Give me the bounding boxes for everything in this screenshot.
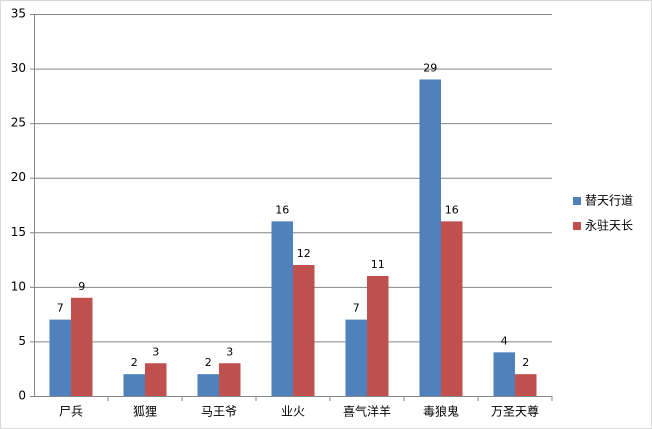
bar	[219, 363, 241, 396]
x-tick-label: 喜气洋羊	[343, 404, 391, 419]
y-tick-label: 0	[18, 389, 26, 403]
x-tick-label: 尸兵	[59, 405, 83, 419]
bar	[293, 265, 315, 396]
data-label: 12	[297, 247, 311, 260]
data-label: 4	[501, 334, 508, 347]
data-label: 16	[445, 203, 459, 216]
y-tick-label: 5	[18, 334, 26, 348]
x-tick-label: 业火	[281, 405, 305, 419]
y-tick-label: 25	[11, 116, 26, 130]
legend-swatch	[573, 197, 581, 205]
bar	[145, 363, 167, 396]
y-tick-label: 30	[11, 61, 26, 75]
bar	[271, 221, 293, 396]
bar	[515, 374, 537, 396]
data-label: 3	[152, 345, 159, 358]
x-tick-label: 毒狼鬼	[423, 404, 459, 419]
data-label: 3	[226, 345, 233, 358]
bar	[123, 374, 145, 396]
y-tick-label: 20	[11, 170, 26, 184]
bar	[71, 297, 93, 396]
legend-label: 替天行道	[585, 194, 633, 208]
bar	[367, 275, 389, 396]
bar	[441, 221, 463, 396]
y-tick-label: 10	[11, 279, 26, 293]
bar	[345, 319, 367, 396]
data-label: 2	[131, 356, 138, 369]
data-label: 2	[522, 356, 529, 369]
y-tick-label: 35	[11, 7, 26, 21]
x-tick-label: 狐狸	[133, 405, 157, 419]
y-tick-label: 15	[11, 225, 26, 239]
data-label: 11	[371, 258, 385, 271]
bar	[419, 79, 441, 396]
data-label: 7	[353, 302, 360, 315]
data-label: 29	[423, 61, 437, 74]
data-label: 7	[57, 302, 64, 315]
x-tick-label: 马王爷	[201, 405, 237, 419]
data-label: 2	[205, 356, 212, 369]
bar	[197, 374, 219, 396]
data-label: 16	[275, 203, 289, 216]
bar	[493, 352, 515, 396]
bar	[49, 319, 71, 396]
x-tick-label: 万圣天尊	[491, 404, 539, 419]
legend-swatch	[573, 222, 581, 230]
data-label: 9	[78, 280, 85, 293]
legend-label: 永驻天长	[585, 218, 633, 233]
